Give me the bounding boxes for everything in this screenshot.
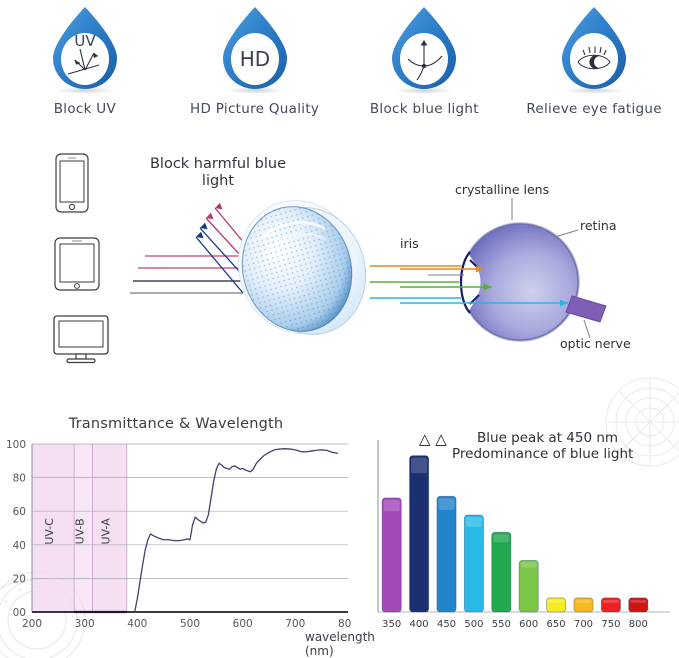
feature-label: Block UV [53, 101, 117, 117]
svg-text:UV-A: UV-A [100, 518, 113, 545]
icon-shadow [55, 87, 114, 94]
eye-icon [556, 4, 632, 94]
device-stack [52, 152, 112, 386]
icon-shadow [565, 87, 624, 94]
svg-text:20: 20 [13, 573, 26, 585]
svg-text:500: 500 [180, 618, 200, 630]
label-optic-nerve: optic nerve [560, 336, 631, 351]
svg-text:200: 200 [22, 618, 42, 630]
phone-icon [52, 152, 112, 218]
block-harmful-headline: Block harmful blue light [149, 156, 286, 189]
svg-text:HD: HD [239, 47, 269, 71]
svg-text:UV: UV [74, 32, 96, 50]
svg-text:800: 800 [629, 619, 648, 630]
svg-text:600: 600 [519, 619, 538, 630]
feature-block-blue-light: Block blue light [340, 0, 510, 140]
uv-rays-icon: UV [47, 4, 123, 94]
svg-text:00: 00 [13, 607, 26, 619]
transmittance-chart: Transmittance & Wavelength 00 20 40 60 80 100… [0, 408, 375, 658]
label-crystalline-lens: crystalline lens [455, 182, 550, 197]
blue-light-ray-icon [386, 4, 462, 94]
svg-text:UV-C: UV-C [43, 518, 56, 545]
feature-label: HD Picture Quality [190, 101, 320, 117]
icon-shadow [225, 87, 284, 94]
svg-text:300: 300 [75, 618, 95, 630]
svg-text:60: 60 [13, 506, 26, 518]
icon-shadow [395, 87, 454, 94]
svg-text:700: 700 [285, 618, 305, 630]
svg-text:40: 40 [13, 540, 26, 552]
blue-light-blocking-diagram: Block harmful blue light [0, 140, 679, 380]
svg-text:650: 650 [547, 619, 566, 630]
svg-text:700: 700 [574, 619, 593, 630]
annotation-blue-peak: Blue peak at 450 nm [477, 430, 619, 446]
label-iris: iris [400, 236, 419, 251]
svg-text:350: 350 [382, 619, 401, 630]
feature-label: Block blue light [369, 101, 479, 117]
transmittance-plot: 00 20 40 60 80 100 200 300 400 500 600 700 800 UV-C UV… [6, 439, 352, 630]
svg-text:750: 750 [601, 619, 620, 630]
monitor-icon [52, 314, 112, 368]
charts-row: Transmittance & Wavelength 00 20 40 60 80 100… [0, 408, 679, 658]
label-retina: retina [580, 218, 617, 233]
svg-text:100: 100 [6, 439, 26, 451]
peak-marker-triangles: △ △ [419, 430, 447, 448]
svg-text:800: 800 [338, 618, 352, 630]
svg-text:UV-B: UV-B [73, 518, 86, 544]
svg-text:400: 400 [410, 619, 429, 630]
svg-text:600: 600 [233, 618, 253, 630]
blue-light-lens [225, 195, 385, 349]
tablet-icon [52, 236, 112, 296]
blue-peak-plot: 350 400 450 500 550 600 650 700 750 800 [377, 440, 670, 630]
svg-text:80: 80 [13, 473, 26, 485]
svg-text:450: 450 [437, 619, 456, 630]
feature-relieve-eye-fatigue: Relieve eye fatigue [509, 0, 679, 140]
feature-label: Relieve eye fatigue [526, 101, 662, 117]
feature-hd-picture: HD HD Picture Quality [170, 0, 340, 140]
annotation-predominance: Predominance of blue light [452, 446, 634, 462]
feature-block-uv: UV Block UV [0, 0, 170, 140]
feature-row: UV Block UV HD [0, 0, 679, 140]
svg-text:400: 400 [127, 618, 147, 630]
svg-text:500: 500 [464, 619, 483, 630]
chart-title: Transmittance & Wavelength [68, 416, 284, 432]
hd-icon: HD [217, 4, 293, 94]
blue-peak-chart: 350 400 450 500 550 600 650 700 750 800 △ △ Blue … [352, 408, 679, 654]
svg-text:550: 550 [492, 619, 511, 630]
eye-anatomy-diagram: crystalline lens iris retina optic nerve [370, 182, 631, 364]
